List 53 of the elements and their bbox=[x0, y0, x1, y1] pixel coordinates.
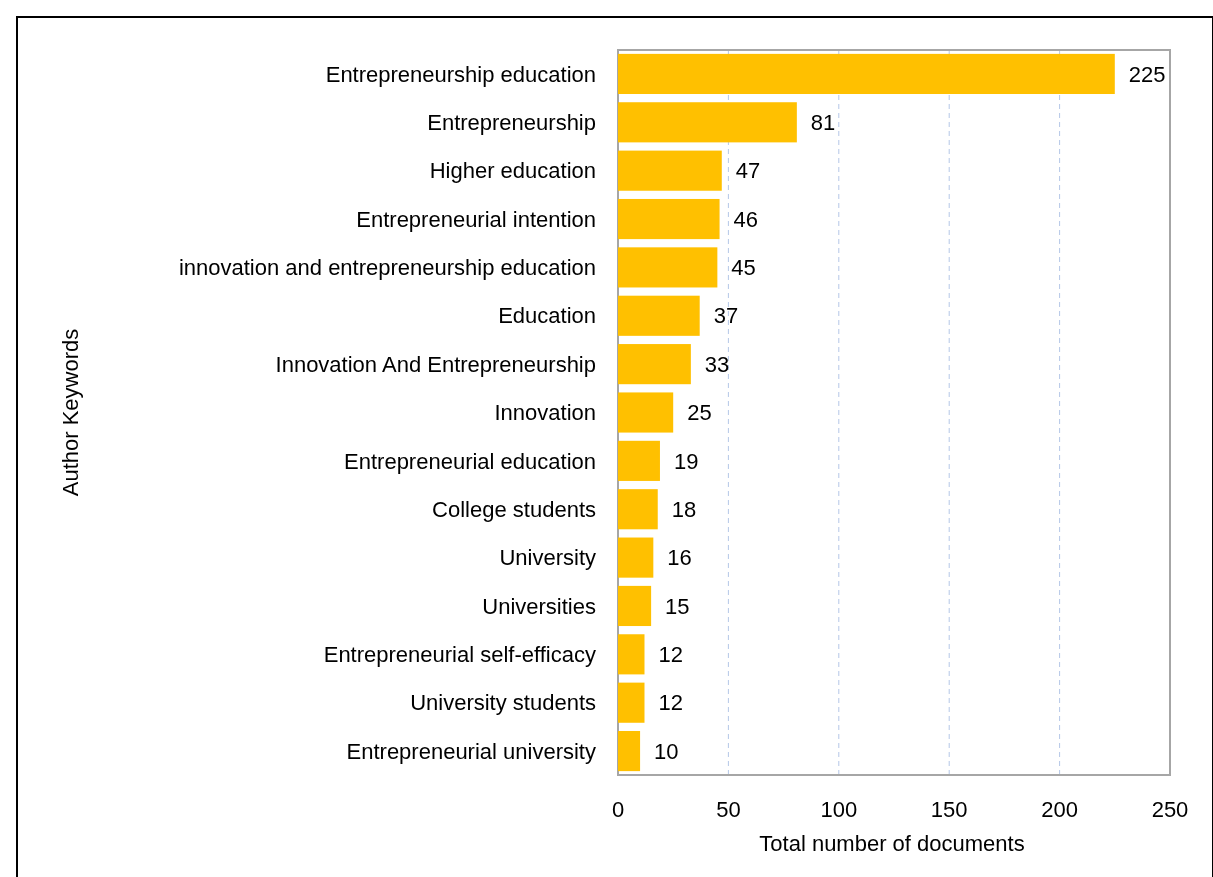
data-label: 12 bbox=[658, 642, 683, 668]
bar bbox=[618, 102, 797, 143]
data-label: 10 bbox=[654, 738, 679, 764]
x-axis-title: Total number of documents bbox=[759, 831, 1025, 856]
data-label: 47 bbox=[735, 158, 761, 184]
data-label: 33 bbox=[704, 351, 730, 377]
x-tick-label: 0 bbox=[611, 797, 625, 822]
x-tick-label: 50 bbox=[716, 797, 741, 822]
data-label: 15 bbox=[665, 593, 690, 619]
data-label: 25 bbox=[687, 400, 712, 426]
data-label: 19 bbox=[673, 448, 699, 474]
y-axis-title: Author Keywords bbox=[58, 328, 83, 497]
bar bbox=[618, 489, 658, 530]
y-tick-label: Entrepreneurial intention bbox=[356, 206, 596, 232]
bar bbox=[618, 247, 718, 288]
data-label: 81 bbox=[810, 110, 836, 136]
y-tick-label: innovation and entrepreneurship education bbox=[178, 255, 596, 281]
y-tick-label: Entrepreneurial self-efficacy bbox=[323, 642, 596, 668]
data-label: 37 bbox=[713, 303, 739, 329]
bar bbox=[618, 150, 722, 191]
y-tick-label: Innovation bbox=[494, 400, 596, 426]
bar bbox=[618, 344, 691, 385]
bar bbox=[618, 730, 641, 772]
data-label: 16 bbox=[667, 545, 692, 571]
data-label: 46 bbox=[733, 206, 759, 232]
x-tick-label: 200 bbox=[1041, 797, 1078, 822]
data-label: 18 bbox=[671, 496, 697, 522]
y-tick-label: College students bbox=[432, 496, 596, 522]
bar bbox=[618, 537, 654, 578]
bar bbox=[618, 295, 700, 336]
data-label: 45 bbox=[731, 255, 756, 281]
y-tick-label: Universities bbox=[482, 593, 596, 619]
bar bbox=[618, 53, 1115, 95]
bar bbox=[618, 440, 660, 481]
y-tick-label: Higher education bbox=[429, 158, 596, 184]
y-tick-label: Entrepreneurship education bbox=[325, 61, 596, 87]
y-tick-label: Entrepreneurship bbox=[427, 110, 596, 136]
data-label: 225 bbox=[1128, 61, 1166, 87]
bar bbox=[618, 198, 720, 240]
y-tick-label: Entrepreneurial education bbox=[344, 448, 596, 474]
bar bbox=[618, 634, 645, 675]
y-tick-label: Entrepreneurial university bbox=[346, 738, 596, 764]
data-label: 12 bbox=[658, 690, 683, 716]
bar bbox=[618, 392, 674, 433]
y-tick-label: Education bbox=[498, 303, 596, 329]
bar bbox=[618, 682, 645, 723]
x-tick-label: 150 bbox=[930, 797, 968, 822]
bar bbox=[618, 585, 652, 627]
y-tick-label: University bbox=[499, 545, 596, 571]
x-tick-label: 100 bbox=[820, 797, 858, 822]
y-tick-label: Innovation And Entrepreneurship bbox=[275, 351, 596, 377]
x-tick-label: 250 bbox=[1151, 797, 1189, 822]
y-tick-label: University students bbox=[410, 690, 596, 716]
